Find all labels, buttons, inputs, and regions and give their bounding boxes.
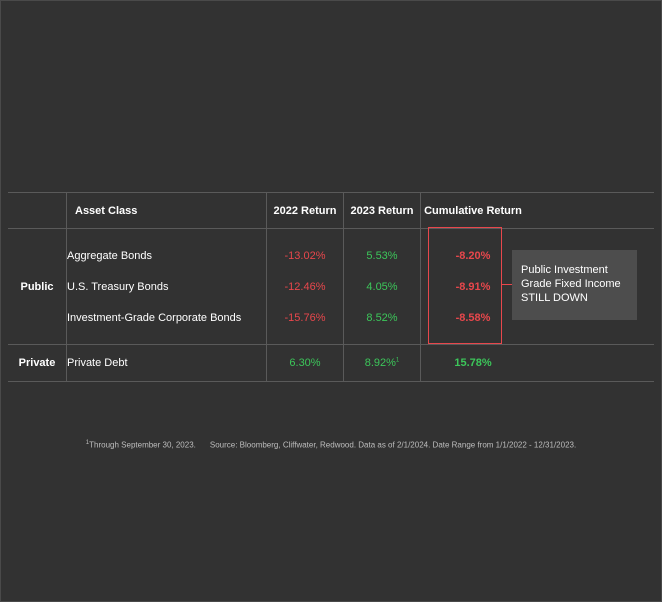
value-2023-aggregate: 5.53%: [343, 228, 421, 271]
table-separator: [8, 344, 654, 345]
note-cell: [525, 344, 654, 382]
table-header-row: Asset Class 2022 Return 2023 Return Cumu…: [8, 192, 654, 229]
footnote: 1Through September 30, 2023. Source: Bloo…: [0, 440, 662, 450]
asset-treasury-bonds: U.S. Treasury Bonds: [66, 271, 267, 302]
asset-corporate-bonds: Investment-Grade Corporate Bonds: [66, 302, 267, 344]
callout-box: Public Investment Grade Fixed Income STI…: [512, 250, 637, 320]
value-2023-private-debt: 8.92%1: [343, 344, 421, 382]
returns-table: Asset Class 2022 Return 2023 Return Cumu…: [8, 192, 654, 382]
value-2023-corporate: 8.52%: [343, 302, 421, 344]
callout-line-2: Grade Fixed Income: [521, 278, 621, 290]
value-2022-private-debt: 6.30%: [266, 344, 344, 382]
asset-private-debt: Private Debt: [66, 344, 267, 382]
table-row-private: Private Private Debt 6.30% 8.92%1 15.78%: [8, 344, 654, 382]
value-cumulative-treasury: -8.91%: [420, 271, 525, 302]
footnote-text: Through September 30, 2023.: [89, 440, 196, 450]
header-group-blank: [8, 192, 67, 229]
footnote-marker: 1: [395, 357, 400, 364]
callout-connector-line: [501, 284, 512, 285]
value-2023-private-debt-text: 8.92%: [364, 357, 396, 369]
value-2022-corporate: -15.76%: [266, 302, 344, 344]
header-asset-class: Asset Class: [66, 192, 267, 229]
callout-line-3: STILL DOWN: [521, 292, 588, 304]
cumulative-highlight-box: [428, 227, 502, 344]
value-cumulative-corporate: -8.58%: [420, 302, 525, 344]
value-2022-treasury: -12.46%: [266, 271, 344, 302]
table-row-public-3: Investment-Grade Corporate Bonds -15.76%…: [8, 302, 654, 344]
footnote-number: 1: [85, 440, 90, 446]
callout-line-1: Public Investment: [521, 264, 608, 276]
table-row-public-1: Public Aggregate Bonds -13.02% 5.53% -8.…: [8, 228, 654, 293]
header-2022-return: 2022 Return: [266, 192, 344, 229]
asset-aggregate-bonds: Aggregate Bonds: [66, 228, 267, 271]
value-cumulative-private-debt: 15.78%: [420, 344, 525, 382]
header-cumulative-return: Cumulative Return: [420, 192, 525, 229]
group-label-public: Public: [20, 280, 54, 293]
value-2023-treasury: 4.05%: [343, 271, 421, 302]
value-cumulative-aggregate: -8.20%: [420, 228, 525, 271]
header-2023-return: 2023 Return: [343, 192, 421, 229]
header-note-blank: [525, 192, 654, 229]
source-text: Source: Bloomberg, Cliffwater, Redwood. …: [209, 440, 577, 450]
table-row-public-2: U.S. Treasury Bonds -12.46% 4.05% -8.91%: [8, 271, 654, 302]
value-2022-aggregate: -13.02%: [266, 228, 344, 271]
group-label-private: Private: [8, 344, 67, 382]
